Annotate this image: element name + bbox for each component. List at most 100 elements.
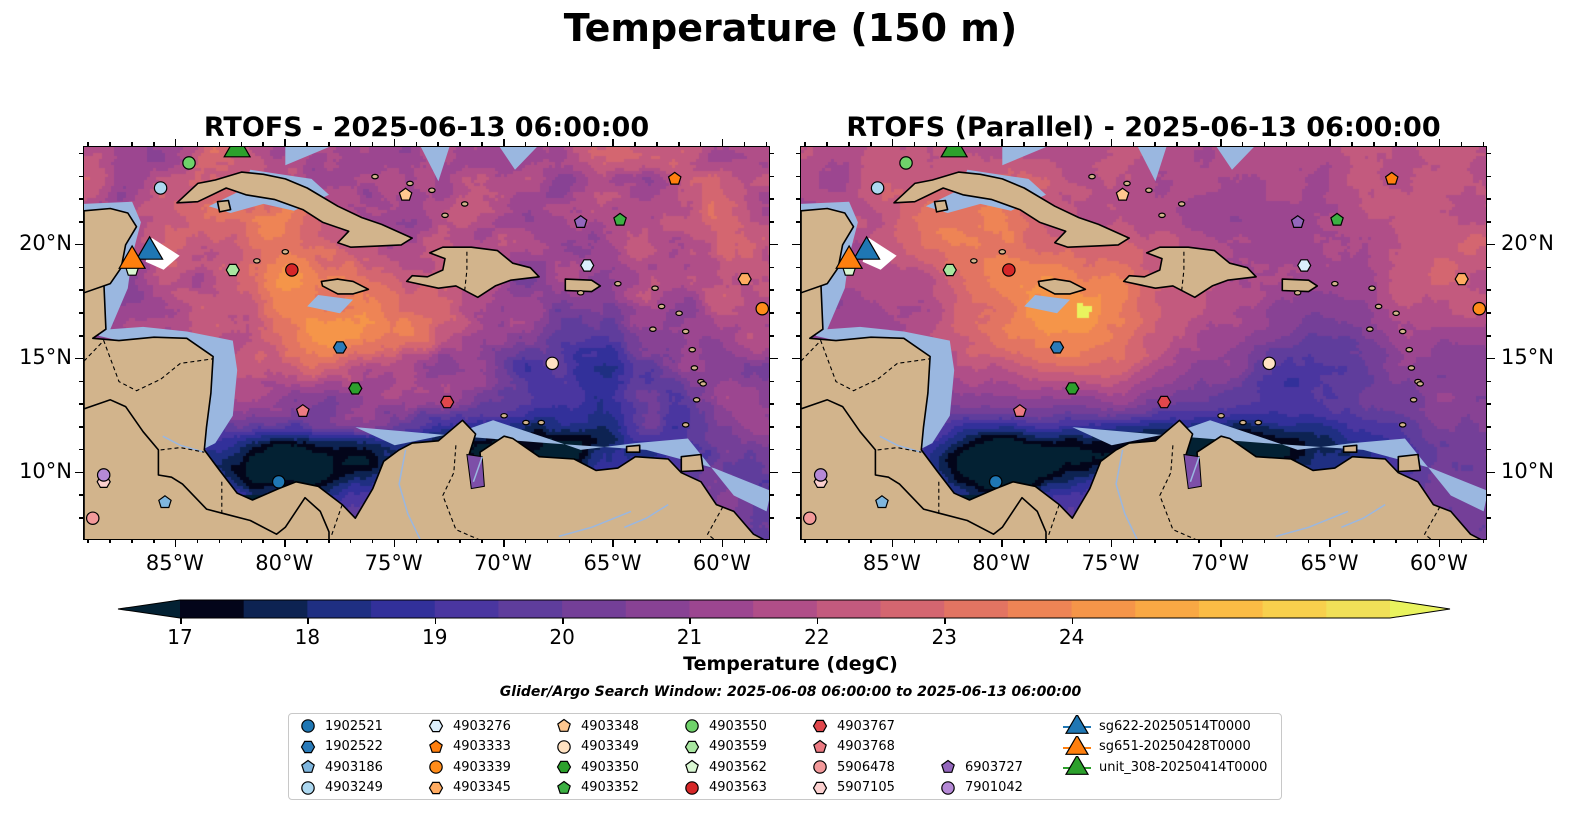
- legend-symbol: [812, 781, 828, 794]
- tick-mark: [349, 539, 352, 543]
- rtofs-island-7: [614, 280, 622, 287]
- parallel-marker-4903345: [1454, 272, 1469, 286]
- colorbar-tick-mark: [1071, 618, 1074, 624]
- colorbar-tick-mark: [689, 618, 691, 624]
- parallel-island-5: [1374, 303, 1383, 310]
- tick-mark: [1438, 539, 1441, 547]
- parallel-island-15: [998, 248, 1007, 255]
- rtofs-land-6: [216, 199, 232, 213]
- tick-mark: [1176, 539, 1178, 543]
- legend-label: 4903559: [709, 739, 767, 754]
- tick-mark: [1460, 539, 1463, 543]
- tick-mark: [796, 494, 800, 496]
- tick-mark: [481, 539, 483, 543]
- tick-mark: [459, 142, 461, 146]
- legend-symbol: [684, 740, 700, 753]
- tick-mark: [79, 517, 83, 519]
- rtofs-border-1: [160, 447, 205, 453]
- map-overlay-parallel: [801, 147, 1486, 539]
- rtofs-marker-4903276: [580, 259, 595, 272]
- parallel-land-7: [1397, 453, 1421, 473]
- rtofs-island-22: [699, 381, 707, 387]
- rtofs-island-8: [692, 396, 701, 403]
- colorbar-segment: [434, 600, 500, 618]
- parallel-island-20: [1158, 212, 1166, 219]
- rtofs-marker-4903350: [348, 382, 363, 395]
- tick-mark: [196, 539, 199, 543]
- tick-mark: [770, 357, 778, 360]
- tick-mark: [913, 142, 916, 146]
- legend-label: 7901042: [965, 780, 1023, 795]
- tick-mark: [75, 357, 83, 360]
- tick-mark: [770, 471, 778, 474]
- legend-symbol: [557, 718, 571, 732]
- tick-mark: [770, 152, 774, 155]
- legend-symbol: [1063, 735, 1091, 755]
- colorbar-segment: [371, 600, 436, 618]
- parallel-border-6: [1181, 251, 1185, 291]
- tick-mark: [284, 139, 286, 146]
- tick-mark: [79, 380, 83, 383]
- tick-mark: [935, 142, 938, 146]
- lon-tick-label: 65°W: [583, 551, 642, 575]
- tick-mark: [848, 142, 850, 146]
- tick-mark: [770, 335, 774, 337]
- tick-mark: [1220, 139, 1222, 146]
- parallel-island-2: [1405, 346, 1414, 353]
- rtofs-shelf-5: [499, 147, 537, 170]
- tick-mark: [1023, 142, 1025, 146]
- lon-tick-label: 80°W: [255, 551, 314, 575]
- tick-mark: [1487, 266, 1491, 269]
- tick-mark: [634, 142, 636, 146]
- lon-tick-label: 85°W: [145, 551, 204, 575]
- parallel-marker-6903727: [1290, 214, 1305, 228]
- tick-mark: [792, 243, 800, 246]
- tick-mark: [1487, 448, 1491, 451]
- legend-label: 4903276: [453, 718, 511, 734]
- colorbar-segment: [944, 600, 1009, 618]
- legend-marker: [301, 780, 315, 795]
- rtofs-river-3: [162, 435, 205, 453]
- rtofs-island-11: [537, 419, 546, 426]
- legend-symbol: [685, 719, 699, 733]
- tick-mark: [1285, 142, 1288, 146]
- colorbar-segment: [1135, 600, 1200, 618]
- parallel-river-0: [1115, 449, 1138, 539]
- colorbar-segment: [307, 600, 372, 618]
- legend-item: 5906478: [811, 757, 895, 777]
- tick-mark: [721, 139, 724, 146]
- lon-tick-label: 60°W: [1409, 551, 1468, 575]
- colorbar-segment: [562, 600, 627, 618]
- parallel-island-22: [1416, 381, 1424, 387]
- rtofs-marker-7901042: [96, 468, 111, 482]
- rtofs-border-3: [330, 504, 343, 537]
- legend-symbol: [812, 719, 828, 733]
- colorbar-tick-label: 20: [549, 625, 575, 649]
- tick-mark: [546, 142, 549, 146]
- tick-mark: [1154, 539, 1156, 543]
- tick-mark: [699, 539, 702, 543]
- tick-mark: [770, 380, 774, 383]
- legend-item: 1902521: [299, 716, 383, 736]
- legend-marker: [685, 719, 699, 733]
- legend-marker: [812, 781, 828, 794]
- legend-symbol: [300, 740, 316, 753]
- legend-marker: [557, 739, 571, 754]
- colorbar-tick-label: 17: [167, 625, 193, 649]
- tick-mark: [1487, 517, 1491, 519]
- parallel-marker-4903186: [875, 495, 889, 509]
- tick-mark: [1487, 403, 1491, 405]
- rtofs-marker-1902521: [271, 475, 286, 489]
- tick-mark: [590, 539, 593, 543]
- tick-mark: [796, 152, 800, 155]
- rtofs-island-13: [576, 289, 585, 296]
- colorbar-segment: [1262, 600, 1327, 618]
- tick-mark: [770, 198, 774, 200]
- lon-tick-label: 70°W: [474, 551, 533, 575]
- tick-mark: [174, 139, 177, 146]
- parallel-island-0: [1407, 365, 1416, 371]
- tick-mark: [1220, 539, 1222, 547]
- colorbar-outline: [117, 599, 1451, 619]
- parallel-island-13: [1293, 289, 1302, 296]
- legend-item: 4903352: [555, 778, 639, 798]
